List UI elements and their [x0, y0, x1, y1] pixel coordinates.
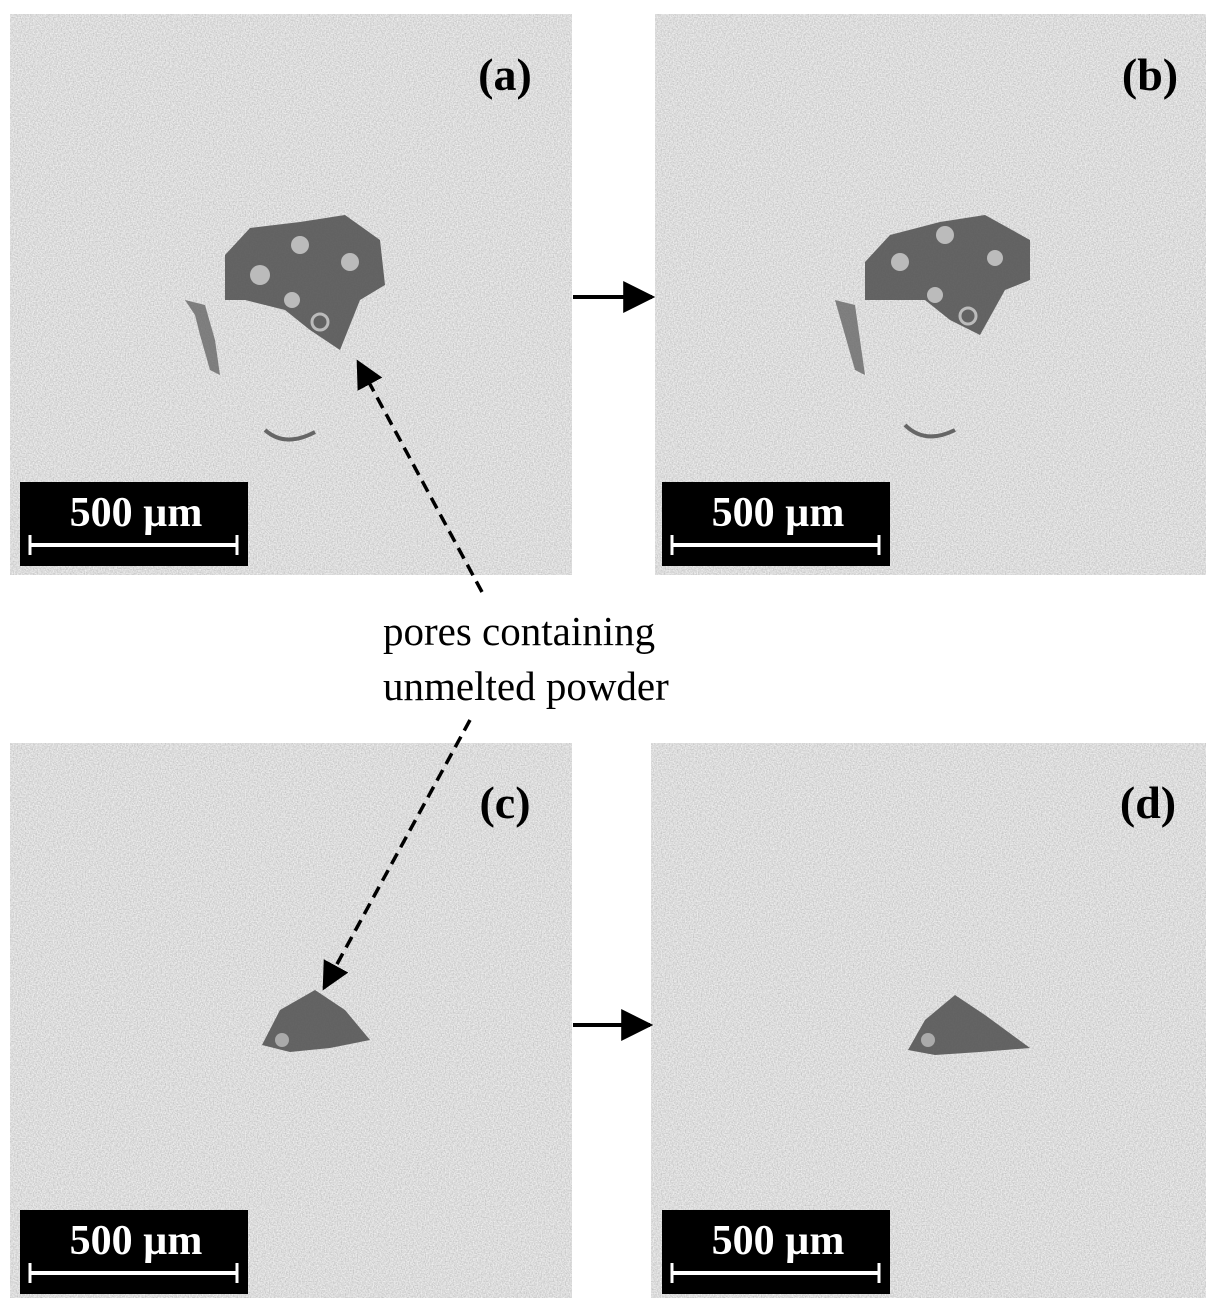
scale-bar: 500 µm [662, 482, 890, 566]
annotation-text: unmelted powder [383, 663, 669, 709]
scale-bar: 500 µm [662, 1210, 890, 1294]
annotation-text: pores containing [383, 608, 655, 654]
scale-bar-label: 500 µm [70, 1218, 203, 1264]
scale-bar: 500 µm [20, 1210, 248, 1294]
scale-bar-label: 500 µm [70, 490, 203, 536]
panel-label: (c) [479, 777, 530, 828]
panel-label: (d) [1120, 777, 1176, 828]
panel-label: (b) [1122, 49, 1178, 100]
scale-bar: 500 µm [20, 482, 248, 566]
scale-bar-label: 500 µm [712, 490, 845, 536]
panel-label: (a) [478, 49, 532, 100]
figure: (a) (b) (c) (d) 500 µm 500 µm 500 µm 500… [0, 0, 1206, 1298]
scale-bar-label: 500 µm [712, 1218, 845, 1264]
